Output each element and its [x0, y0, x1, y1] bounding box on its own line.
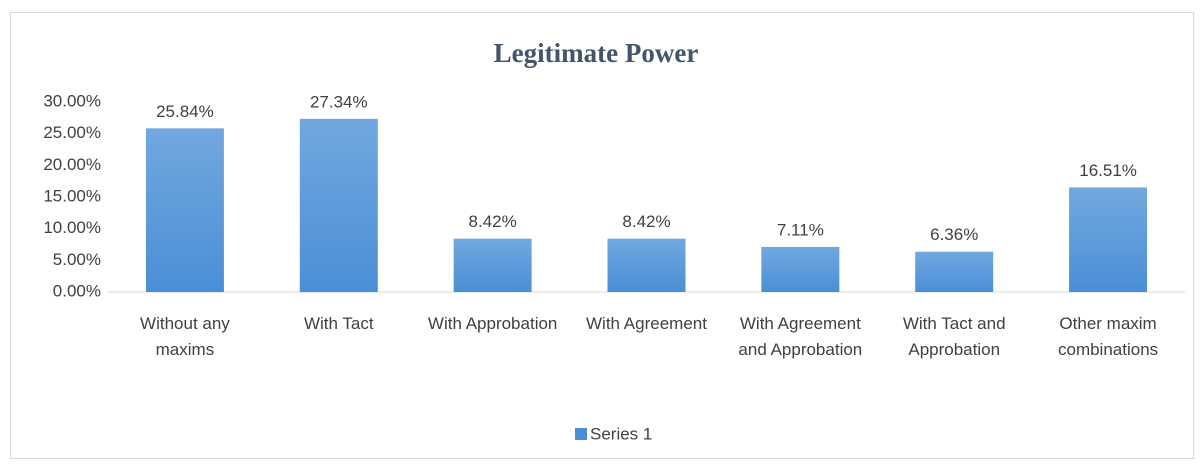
data-label: 8.42%: [469, 212, 517, 231]
y-tick-label: 5.00%: [53, 250, 101, 269]
x-tick-label: Other maxim combinations: [1058, 314, 1158, 359]
y-tick-label: 10.00%: [43, 218, 101, 237]
y-tick-label: 20.00%: [43, 155, 101, 174]
y-tick-label: 30.00%: [43, 91, 101, 110]
data-label: 8.42%: [622, 212, 670, 231]
x-tick-label: Without any maxims: [140, 314, 230, 359]
x-tick-label: With Agreement and Approbation: [738, 314, 862, 359]
x-tick-label: With Approbation: [428, 314, 557, 333]
bar: [299, 118, 378, 292]
legend-swatch: [575, 428, 587, 440]
y-tick-label: 15.00%: [43, 186, 101, 205]
bar: [607, 238, 686, 292]
bar: [453, 238, 532, 292]
data-label: 27.34%: [310, 92, 368, 111]
x-tick-label: With Tact: [304, 314, 374, 333]
data-label: 6.36%: [930, 225, 978, 244]
x-tick-label: With Tact and Approbation: [903, 314, 1006, 359]
data-label: 7.11%: [777, 220, 824, 239]
legend-label: Series 1: [590, 424, 652, 443]
bar: [915, 251, 994, 292]
bar: [145, 128, 224, 292]
y-tick-label: 25.00%: [43, 123, 101, 142]
bar: [761, 246, 840, 292]
data-label: 16.51%: [1079, 161, 1137, 180]
y-tick-label: 0.00%: [53, 281, 101, 300]
x-tick-label: With Agreement: [586, 314, 707, 333]
chart-title: Legitimate Power: [494, 38, 699, 68]
bar: [1069, 187, 1148, 292]
data-label: 25.84%: [156, 102, 214, 121]
